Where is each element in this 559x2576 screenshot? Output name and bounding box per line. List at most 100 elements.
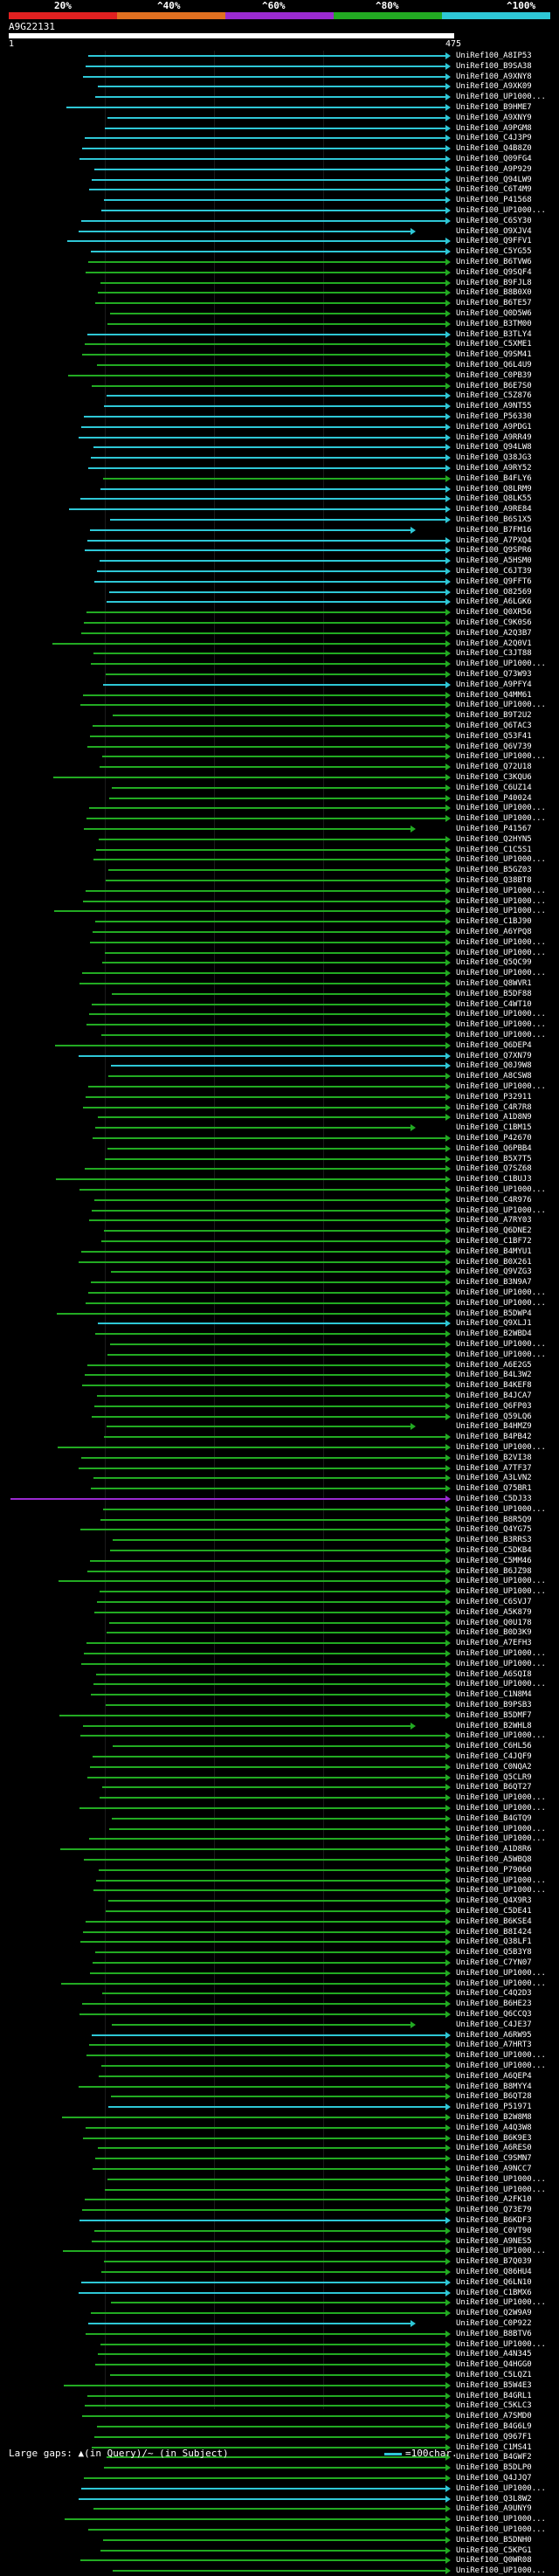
hit-label-link[interactable]: UniRef100_A6QEP4 [456, 2071, 532, 2081]
hit-label-link[interactable]: UniRef100_Q2HYN5 [456, 834, 532, 844]
hit-label-link[interactable]: UniRef100_UP1000... [456, 969, 546, 978]
hit-row[interactable]: UniRef100_Q38LF1 [0, 1937, 559, 1947]
hit-label-link[interactable]: UniRef100_P51971 [456, 2103, 532, 2112]
hit-row[interactable]: UniRef100_C5DJ33 [0, 1494, 559, 1504]
hit-row[interactable]: UniRef100_A2Q0V1 [0, 639, 559, 649]
hit-label-link[interactable]: UniRef100_Q4HGG0 [456, 2360, 532, 2370]
hit-label-link[interactable]: UniRef100_P41567 [456, 825, 532, 833]
hit-row[interactable]: UniRef100_B8R5Q9 [0, 1515, 559, 1525]
hit-label-link[interactable]: UniRef100_A9NES5 [456, 2236, 532, 2246]
hit-row[interactable]: UniRef100_B0D3K9 [0, 1627, 559, 1638]
hit-row[interactable]: UniRef100_C5MM46 [0, 1556, 559, 1566]
hit-label-link[interactable]: UniRef100_A6YPQ8 [456, 928, 532, 936]
hit-row[interactable]: UniRef100_UP1000... [0, 1442, 559, 1453]
hit-label-link[interactable]: UniRef100_UP1000... [456, 1979, 546, 1988]
hit-row[interactable]: UniRef100_B4MYU1 [0, 1247, 559, 1257]
hit-row[interactable]: UniRef100_Q73E79 [0, 2205, 559, 2215]
hit-row[interactable]: UniRef100_B4GWF2 [0, 2452, 559, 2462]
hit-label-link[interactable]: UniRef100_B5DMF7 [456, 1710, 532, 1720]
hit-row[interactable]: UniRef100_Q3L8W2 [0, 2494, 559, 2504]
hit-row[interactable]: UniRef100_UP1000... [0, 886, 559, 896]
hit-label-link[interactable]: UniRef100_C5DKB4 [456, 1546, 532, 1555]
hit-row[interactable]: UniRef100_B7FM16 [0, 525, 559, 535]
hit-row[interactable]: UniRef100_UP1000... [0, 813, 559, 824]
hit-row[interactable]: UniRef100_B9SA38 [0, 61, 559, 72]
hit-row[interactable]: UniRef100_A6SQI8 [0, 1669, 559, 1680]
hit-label-link[interactable]: UniRef100_A7TF37 [456, 1463, 532, 1473]
hit-row[interactable]: UniRef100_C3KQU6 [0, 772, 559, 783]
hit-row[interactable]: UniRef100_UP1000... [0, 2339, 559, 2350]
hit-row[interactable]: UniRef100_C6UZ14 [0, 783, 559, 793]
hit-row[interactable]: UniRef100_B9HME7 [0, 102, 559, 113]
hit-row[interactable]: UniRef100_C5YG55 [0, 246, 559, 257]
hit-label-link[interactable]: UniRef100_B3RRS3 [456, 1536, 532, 1545]
hit-label-link[interactable]: UniRef100_C1BM15 [456, 1123, 532, 1133]
hit-label-link[interactable]: UniRef100_UP1000... [456, 896, 546, 906]
hit-row[interactable]: UniRef100_C7YN07 [0, 1958, 559, 1968]
hit-label-link[interactable]: UniRef100_UP1000... [456, 937, 546, 947]
hit-label-link[interactable]: UniRef100_Q4JJQ7 [456, 2474, 532, 2483]
hit-row[interactable]: UniRef100_C1MS41 [0, 2442, 559, 2453]
hit-label-link[interactable]: UniRef100_UP1000... [456, 1649, 546, 1658]
hit-label-link[interactable]: UniRef100_B0X261 [456, 1257, 532, 1267]
hit-label-link[interactable]: UniRef100_UP1000... [456, 2051, 546, 2061]
hit-label-link[interactable]: UniRef100_A9UNY9 [456, 2504, 532, 2514]
hit-row[interactable]: UniRef100_Q6DNE2 [0, 1226, 559, 1236]
hit-row[interactable]: UniRef100_B2WHL8 [0, 1721, 559, 1731]
hit-label-link[interactable]: UniRef100_Q4X9R3 [456, 1896, 532, 1906]
hit-label-link[interactable]: UniRef100_Q94LW9 [456, 175, 532, 184]
hit-label-link[interactable]: UniRef100_A7PXQ4 [456, 535, 532, 545]
hit-label-link[interactable]: UniRef100_UP1000... [456, 2298, 546, 2308]
hit-row[interactable]: UniRef100_A7RY03 [0, 1215, 559, 1226]
hit-row[interactable]: UniRef100_Q967F1 [0, 2432, 559, 2442]
hit-row[interactable]: UniRef100_B5DLP0 [0, 2462, 559, 2473]
hit-row[interactable]: UniRef100_C6HL56 [0, 1741, 559, 1751]
hit-label-link[interactable]: UniRef100_UP1000... [456, 1298, 546, 1308]
hit-row[interactable]: UniRef100_A3LVN2 [0, 1473, 559, 1483]
hit-row[interactable]: UniRef100_Q6TAC3 [0, 721, 559, 731]
hit-label-link[interactable]: UniRef100_Q73E79 [456, 2206, 532, 2215]
hit-label-link[interactable]: UniRef100_C4JE37 [456, 2020, 532, 2029]
hit-label-link[interactable]: UniRef100_Q6PBB4 [456, 1143, 532, 1153]
hit-label-link[interactable]: UniRef100_B2WBD4 [456, 1329, 532, 1339]
hit-row[interactable]: UniRef100_P42670 [0, 1133, 559, 1143]
hit-row[interactable]: UniRef100_A4Q3W8 [0, 2123, 559, 2133]
hit-label-link[interactable]: UniRef100_B9T2U2 [456, 711, 532, 721]
hit-row[interactable]: UniRef100_C5DE41 [0, 1906, 559, 1916]
hit-label-link[interactable]: UniRef100_O9XJV4 [456, 226, 532, 236]
hit-row[interactable]: UniRef100_B9FJL8 [0, 278, 559, 288]
hit-row[interactable]: UniRef100_Q7XN79 [0, 1051, 559, 1061]
hit-label-link[interactable]: UniRef100_A9XNY8 [456, 72, 532, 81]
hit-row[interactable]: UniRef100_C0NQA2 [0, 1762, 559, 1772]
hit-label-link[interactable]: UniRef100_C5YG55 [456, 247, 532, 257]
hit-label-link[interactable]: UniRef100_Q9SPR6 [456, 546, 532, 556]
hit-label-link[interactable]: UniRef100_A9RY52 [456, 464, 532, 473]
hit-label-link[interactable]: UniRef100_B6JZ98 [456, 1566, 532, 1576]
hit-label-link[interactable]: UniRef100_B6HE23 [456, 1999, 532, 2009]
hit-label-link[interactable]: UniRef100_Q9FFV1 [456, 237, 532, 246]
hit-row[interactable]: UniRef100_C9K0S6 [0, 618, 559, 628]
hit-label-link[interactable]: UniRef100_C1BMX6 [456, 2288, 532, 2297]
hit-row[interactable]: UniRef100_C9SMN7 [0, 2153, 559, 2164]
hit-row[interactable]: UniRef100_A2FK10 [0, 2194, 559, 2205]
hit-row[interactable]: UniRef100_Q8WVR1 [0, 978, 559, 989]
hit-label-link[interactable]: UniRef100_C5MM46 [456, 1556, 532, 1565]
hit-label-link[interactable]: UniRef100_B7FM16 [456, 525, 532, 535]
hit-row[interactable]: UniRef100_C5XME1 [0, 339, 559, 349]
hit-label-link[interactable]: UniRef100_UP1000... [456, 2174, 546, 2184]
hit-label-link[interactable]: UniRef100_Q8LK55 [456, 494, 532, 504]
hit-row[interactable]: UniRef100_Q4YG75 [0, 1524, 559, 1535]
hit-label-link[interactable]: UniRef100_B6KSE4 [456, 1916, 532, 1926]
hit-row[interactable]: UniRef100_P40024 [0, 793, 559, 804]
hit-label-link[interactable]: UniRef100_UP1000... [456, 2339, 546, 2349]
hit-row[interactable]: UniRef100_Q4X9R3 [0, 1896, 559, 1906]
hit-row[interactable]: UniRef100_B6TE57 [0, 298, 559, 308]
hit-row[interactable]: UniRef100_Q6V739 [0, 742, 559, 752]
hit-label-link[interactable]: UniRef100_C4J3P9 [456, 134, 532, 143]
hit-row[interactable]: UniRef100_UP1000... [0, 1081, 559, 1092]
hit-label-link[interactable]: UniRef100_P41568 [456, 196, 532, 205]
hit-label-link[interactable]: UniRef100_B9SA38 [456, 61, 532, 71]
hit-row[interactable]: UniRef100_Q4HGG0 [0, 2359, 559, 2370]
hit-label-link[interactable]: UniRef100_B0D3K9 [456, 1628, 532, 1638]
hit-row[interactable]: UniRef100_C1BUJ3 [0, 1174, 559, 1184]
